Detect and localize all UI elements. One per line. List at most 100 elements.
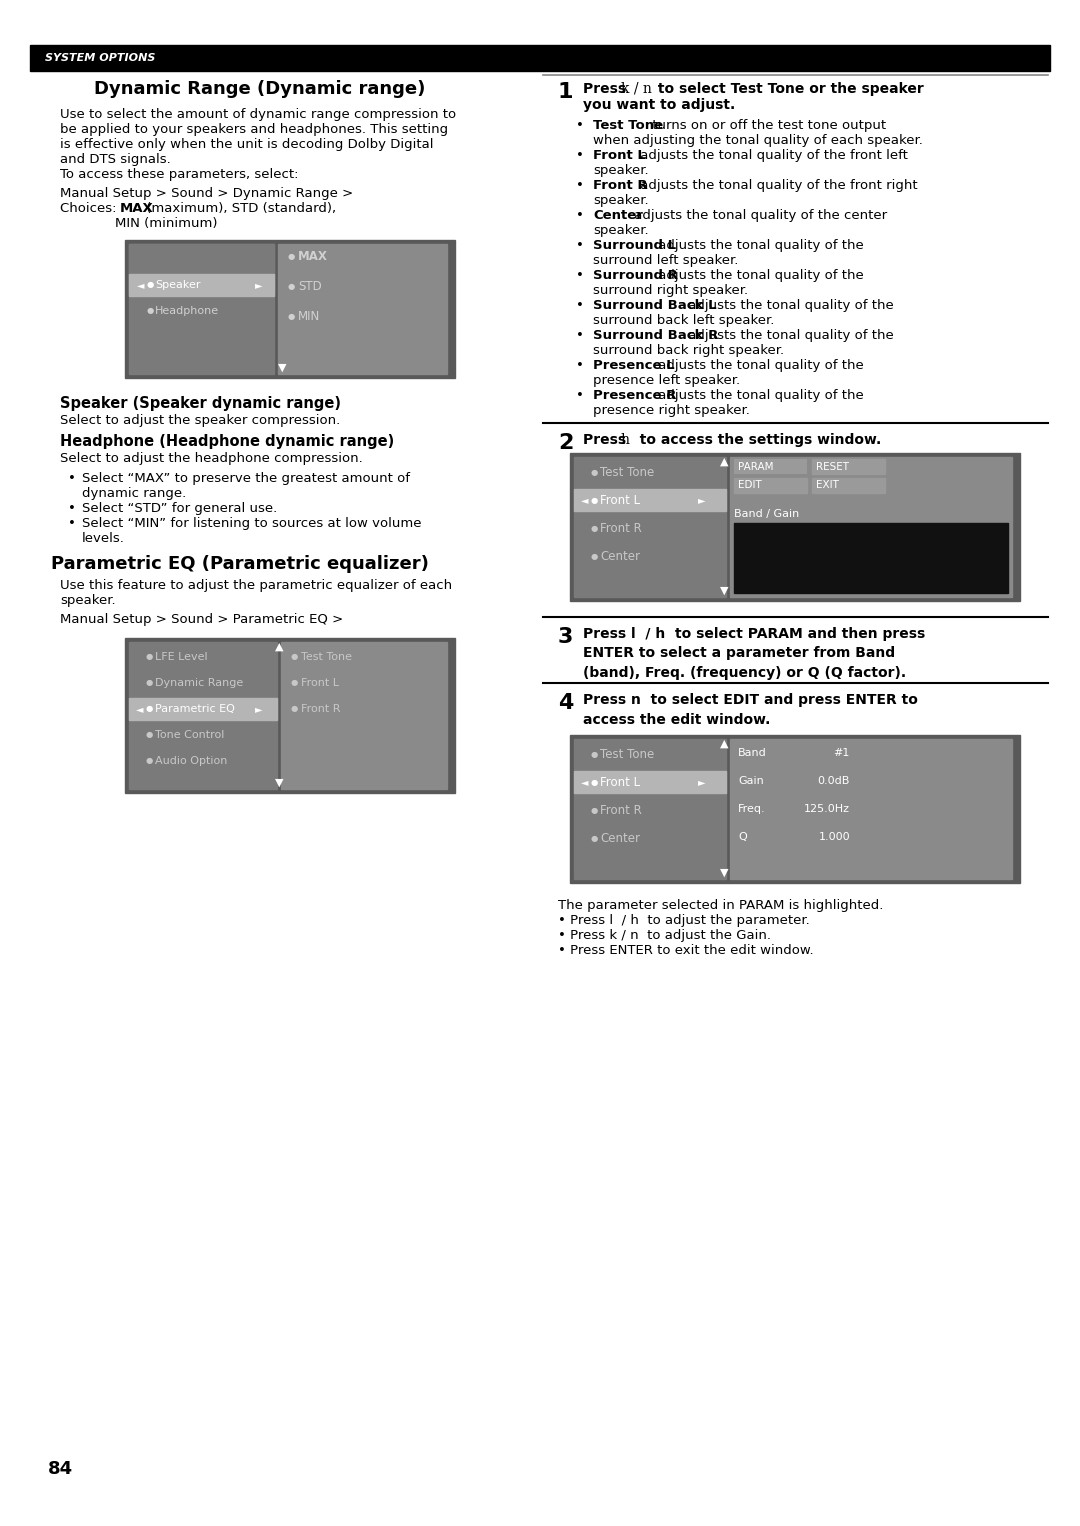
Text: turns on or off the test tone output: turns on or off the test tone output [648, 119, 886, 133]
Text: Headphone (Headphone dynamic range): Headphone (Headphone dynamic range) [60, 433, 394, 449]
Text: ◄: ◄ [581, 494, 589, 505]
Text: Presence L: Presence L [593, 359, 675, 372]
Text: Press: Press [583, 82, 631, 96]
Text: h: h [620, 433, 629, 447]
Text: ●: ● [288, 252, 295, 261]
Text: •: • [576, 119, 584, 133]
Text: adjusts the tonal quality of the: adjusts the tonal quality of the [654, 269, 864, 282]
Text: ►: ► [255, 279, 262, 290]
Text: •: • [576, 209, 584, 221]
Text: MIN: MIN [298, 310, 321, 324]
Text: Manual Setup > Sound > Dynamic Range >: Manual Setup > Sound > Dynamic Range > [60, 188, 353, 200]
Text: ●: ● [291, 653, 298, 661]
Text: Manual Setup > Sound > Parametric EQ >: Manual Setup > Sound > Parametric EQ > [60, 613, 343, 626]
Text: • Press ENTER to exit the edit window.: • Press ENTER to exit the edit window. [558, 945, 813, 957]
Text: Audio Option: Audio Option [156, 755, 228, 766]
Text: Use to select the amount of dynamic range compression to: Use to select the amount of dynamic rang… [60, 108, 456, 121]
Text: SYSTEM OPTIONS: SYSTEM OPTIONS [45, 53, 156, 63]
Text: Speaker: Speaker [156, 279, 201, 290]
Text: LFE Level: LFE Level [156, 652, 207, 662]
Text: Front L: Front L [301, 678, 339, 688]
Text: Surround L: Surround L [593, 240, 676, 252]
Text: ◄: ◄ [136, 703, 144, 714]
Bar [573, 771, 726, 794]
Text: to access the settings window.: to access the settings window. [630, 433, 881, 447]
Bar [730, 456, 1012, 597]
Text: Front R: Front R [600, 804, 642, 816]
Text: Front L: Front L [593, 150, 646, 162]
Text: Front R: Front R [600, 522, 642, 534]
Text: ●: ● [591, 749, 598, 758]
Text: Press: Press [583, 433, 631, 447]
Bar [129, 275, 274, 296]
Text: k / n: k / n [621, 82, 652, 96]
Text: Speaker (Speaker dynamic range): Speaker (Speaker dynamic range) [60, 397, 341, 410]
Text: Center: Center [600, 549, 640, 563]
Text: •: • [68, 502, 76, 514]
Text: Select “MAX” to preserve the greatest amount of: Select “MAX” to preserve the greatest am… [82, 472, 410, 485]
Text: be applied to your speakers and headphones. This setting: be applied to your speakers and headphon… [60, 124, 448, 136]
Text: 0.0dB: 0.0dB [818, 777, 850, 786]
Text: •: • [576, 389, 584, 401]
Text: ●: ● [288, 313, 295, 322]
Text: • Press l  / h  to adjust the parameter.: • Press l / h to adjust the parameter. [558, 914, 810, 926]
Text: MIN (minimum): MIN (minimum) [114, 217, 217, 230]
Text: ●: ● [146, 757, 153, 766]
Text: ●: ● [146, 653, 153, 661]
Bar [129, 697, 276, 720]
Text: presence left speaker.: presence left speaker. [593, 374, 740, 388]
Text: adjusts the tonal quality of the: adjusts the tonal quality of the [654, 389, 864, 401]
Bar [129, 244, 274, 295]
Text: ▲: ▲ [720, 456, 729, 467]
Bar [573, 456, 726, 597]
Text: speaker.: speaker. [593, 194, 649, 208]
Text: #1: #1 [834, 748, 850, 758]
Text: ●: ● [591, 496, 598, 505]
Text: STD: STD [298, 281, 322, 293]
Text: •: • [68, 472, 76, 485]
Text: Use this feature to adjust the parametric equalizer of each: Use this feature to adjust the parametri… [60, 578, 453, 592]
Text: ●: ● [591, 833, 598, 842]
Bar [125, 240, 455, 378]
Text: ◄: ◄ [581, 777, 589, 787]
Text: 3: 3 [558, 627, 573, 647]
Text: speaker.: speaker. [60, 594, 116, 607]
Text: PARAM: PARAM [738, 461, 773, 472]
Text: ●: ● [147, 307, 154, 316]
Text: •: • [576, 359, 584, 372]
Text: ●: ● [147, 281, 154, 290]
Bar [30, 44, 1050, 72]
Text: 4: 4 [558, 693, 573, 713]
Text: ●: ● [146, 705, 153, 714]
Text: Surround R: Surround R [593, 269, 678, 282]
Bar [129, 642, 276, 789]
Bar [129, 244, 274, 374]
Text: ▲: ▲ [275, 642, 283, 652]
Text: ►: ► [698, 777, 705, 787]
Text: surround back left speaker.: surround back left speaker. [593, 314, 774, 327]
Text: ►: ► [698, 494, 705, 505]
Bar [734, 478, 807, 493]
Text: Center: Center [600, 832, 640, 844]
Text: Parametric EQ (Parametric equalizer): Parametric EQ (Parametric equalizer) [51, 555, 429, 572]
Text: dynamic range.: dynamic range. [82, 487, 186, 501]
Text: • Press k / n  to adjust the Gain.: • Press k / n to adjust the Gain. [558, 929, 771, 942]
Text: to select Test Tone or the speaker: to select Test Tone or the speaker [653, 82, 923, 96]
Text: you want to adjust.: you want to adjust. [583, 98, 735, 111]
Text: when adjusting the tonal quality of each speaker.: when adjusting the tonal quality of each… [593, 134, 923, 146]
Text: surround back right speaker.: surround back right speaker. [593, 343, 784, 357]
Text: adjusts the tonal quality of the center: adjusts the tonal quality of the center [630, 209, 887, 221]
Bar [570, 453, 1020, 601]
Text: ▼: ▼ [720, 586, 729, 597]
Text: ►: ► [255, 703, 262, 714]
Text: 125.0Hz: 125.0Hz [804, 804, 850, 813]
Text: 84: 84 [48, 1460, 73, 1479]
Text: MAX: MAX [298, 250, 328, 264]
Text: •: • [576, 269, 584, 282]
Text: Headphone: Headphone [156, 307, 219, 316]
Text: is effective only when the unit is decoding Dolby Digital: is effective only when the unit is decod… [60, 137, 433, 151]
Text: ◄: ◄ [137, 279, 145, 290]
Text: •: • [576, 179, 584, 192]
Text: Center: Center [593, 209, 643, 221]
Text: presence right speaker.: presence right speaker. [593, 404, 750, 417]
